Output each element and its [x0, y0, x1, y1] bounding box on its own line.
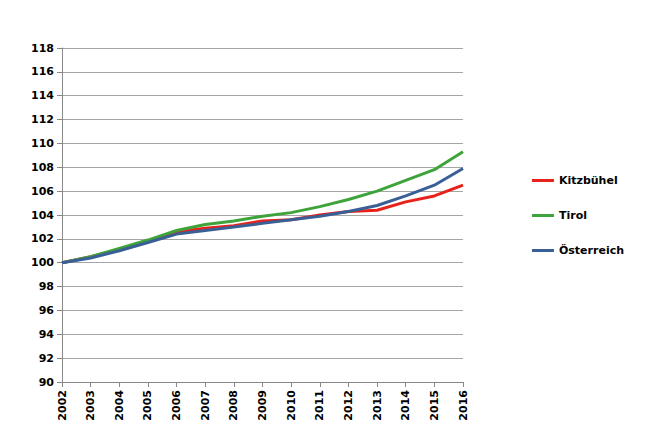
svg-text:2004: 2004: [113, 390, 126, 421]
svg-text:102: 102: [31, 232, 54, 245]
svg-text:116: 116: [31, 65, 54, 78]
svg-text:110: 110: [31, 137, 54, 150]
svg-text:100: 100: [31, 256, 54, 269]
svg-text:94: 94: [39, 328, 55, 341]
svg-text:92: 92: [39, 352, 54, 365]
svg-text:2016: 2016: [457, 390, 470, 421]
svg-text:104: 104: [31, 209, 54, 222]
svg-text:2005: 2005: [141, 390, 154, 421]
svg-text:Österreich: Österreich: [559, 243, 624, 257]
svg-text:2010: 2010: [285, 390, 298, 421]
svg-text:2008: 2008: [227, 390, 240, 421]
svg-text:Tirol: Tirol: [559, 209, 587, 222]
svg-text:118: 118: [31, 42, 54, 55]
svg-text:2002: 2002: [56, 390, 69, 421]
svg-text:2003: 2003: [84, 390, 97, 421]
svg-text:Kitzbühel: Kitzbühel: [559, 174, 618, 187]
svg-text:2012: 2012: [342, 390, 355, 421]
svg-text:2013: 2013: [371, 390, 384, 421]
svg-text:2015: 2015: [428, 390, 441, 421]
svg-text:2006: 2006: [170, 390, 183, 421]
svg-text:108: 108: [31, 161, 54, 174]
svg-text:2007: 2007: [199, 390, 212, 421]
svg-text:2011: 2011: [313, 390, 326, 421]
svg-text:98: 98: [39, 280, 54, 293]
svg-text:112: 112: [31, 113, 54, 126]
svg-text:106: 106: [31, 185, 54, 198]
svg-text:96: 96: [39, 304, 55, 317]
svg-text:114: 114: [31, 89, 54, 102]
svg-text:2014: 2014: [399, 390, 412, 421]
svg-text:2009: 2009: [256, 390, 269, 421]
svg-text:90: 90: [39, 376, 55, 389]
